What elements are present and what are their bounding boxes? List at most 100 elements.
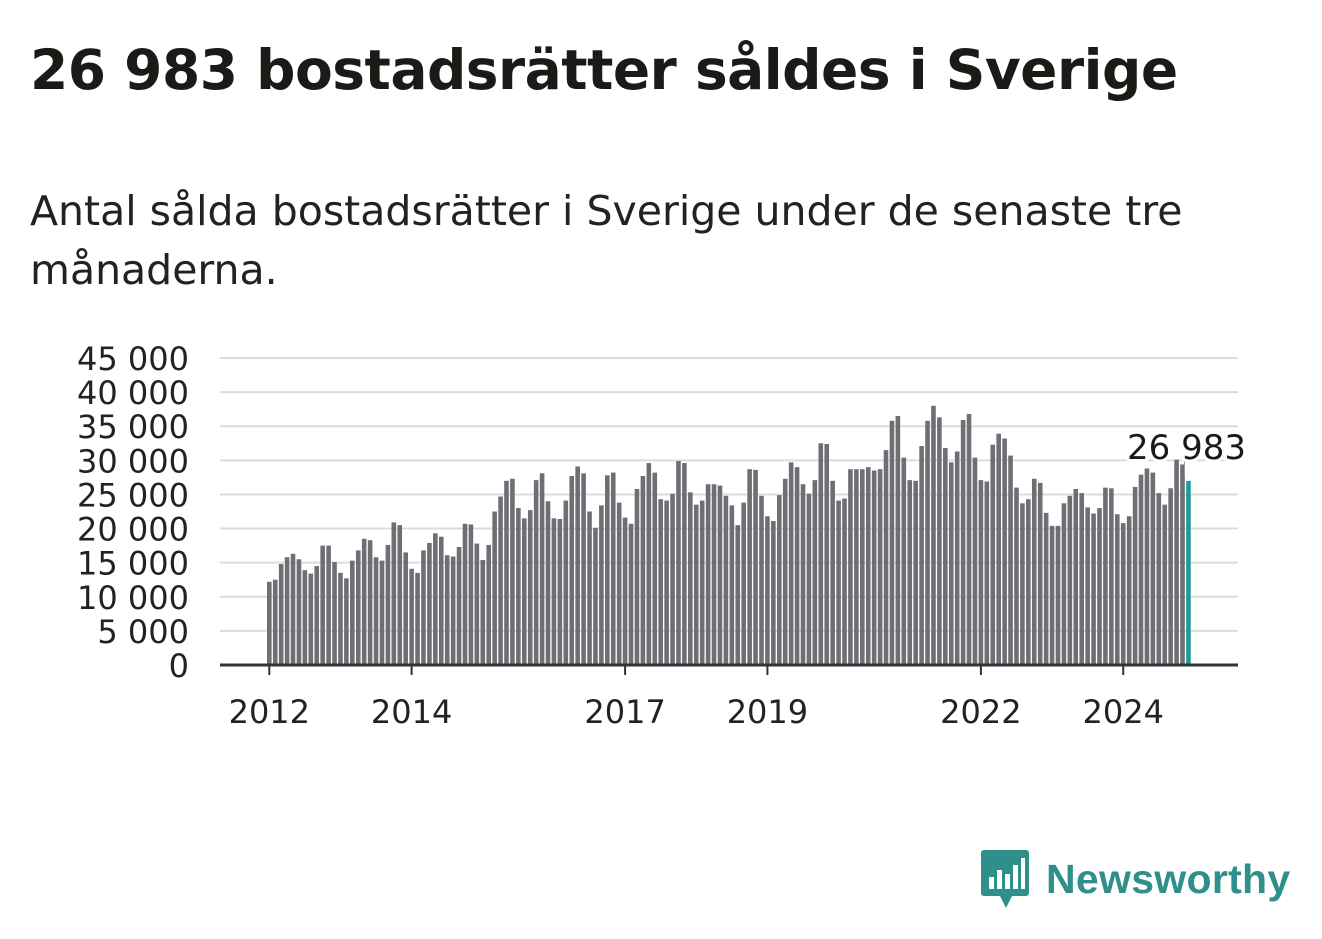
bar (527, 510, 533, 665)
bar (438, 536, 444, 665)
y-tick-label: 40 000 (77, 374, 189, 412)
bar (753, 469, 758, 665)
y-tick-label: 30 000 (77, 442, 189, 480)
bar (504, 480, 509, 665)
bar (521, 518, 527, 665)
bar (296, 559, 302, 665)
bar (800, 484, 806, 665)
bar (338, 572, 343, 665)
annotations: 26 983 (1124, 425, 1249, 477)
bar (350, 560, 355, 665)
bar (355, 550, 361, 665)
bar (474, 543, 480, 665)
bar (1114, 514, 1120, 665)
bar (367, 540, 373, 665)
bar (302, 570, 308, 665)
bar (427, 542, 432, 665)
bar (824, 443, 830, 665)
latest-value-label: 26 983 (1127, 428, 1246, 468)
bar (599, 505, 604, 665)
bar (308, 573, 314, 665)
bar (676, 461, 681, 665)
bar (361, 538, 367, 665)
bar (332, 561, 337, 665)
bar (1049, 525, 1055, 665)
bar (314, 566, 320, 665)
bar (563, 500, 569, 665)
bars (267, 405, 1191, 665)
bar (456, 546, 462, 665)
bar (1097, 508, 1102, 665)
bar (450, 556, 456, 665)
bar (640, 476, 646, 665)
bar (433, 533, 438, 665)
bar (1103, 487, 1108, 665)
bar (533, 480, 539, 665)
bar (1014, 487, 1019, 665)
bar (1132, 486, 1138, 665)
bar (913, 480, 918, 665)
brand-name: Newsworthy (1046, 855, 1291, 902)
bar (593, 527, 598, 665)
bar (776, 495, 782, 665)
bar (948, 462, 954, 665)
bar (267, 581, 272, 665)
bar (818, 443, 824, 665)
y-tick-label: 35 000 (77, 408, 189, 446)
bar (421, 550, 426, 665)
bar (1126, 516, 1132, 665)
bar (907, 480, 913, 665)
bar (373, 557, 379, 665)
bar (895, 415, 901, 665)
bar (462, 523, 468, 665)
bar (883, 450, 889, 665)
bar (1150, 472, 1156, 665)
bar (1120, 523, 1126, 665)
bar (931, 405, 936, 665)
bar (569, 476, 575, 665)
bar (575, 466, 580, 665)
bar (1162, 504, 1168, 665)
bar (735, 525, 741, 665)
x-tick-label: 2017 (584, 693, 665, 731)
bar (1156, 493, 1162, 665)
bar-latest (1186, 480, 1191, 665)
bar (990, 444, 996, 665)
bar (486, 544, 492, 665)
bar (1168, 488, 1173, 665)
y-tick-label: 15 000 (77, 545, 189, 583)
bar (1109, 488, 1114, 665)
bar (480, 559, 486, 665)
x-tick-label: 2014 (371, 693, 452, 731)
bar (1085, 507, 1090, 665)
y-tick-label: 45 000 (77, 340, 189, 378)
bar (865, 467, 871, 665)
bar (842, 498, 847, 665)
x-tick-label: 2022 (940, 693, 1021, 731)
bar (551, 518, 557, 665)
bar (688, 492, 693, 665)
bar (836, 500, 841, 665)
bar (510, 478, 515, 665)
bar (492, 511, 497, 665)
bar (397, 525, 403, 665)
bar (806, 493, 812, 665)
bar (723, 495, 729, 665)
bar (871, 470, 877, 665)
bar (320, 545, 325, 665)
bar (1174, 459, 1179, 665)
bar (290, 553, 296, 665)
bar (1055, 525, 1061, 665)
bar (468, 524, 474, 665)
bar (729, 505, 735, 665)
page-subtitle: Antal sålda bostadsrätter i Sverige unde… (30, 187, 1183, 294)
x-tick-label: 2012 (229, 693, 310, 731)
bar (272, 579, 278, 665)
bar (848, 469, 853, 665)
bar (444, 555, 450, 665)
bar (605, 475, 610, 665)
bar (682, 463, 687, 665)
bar (1043, 512, 1049, 665)
bar (664, 500, 669, 665)
